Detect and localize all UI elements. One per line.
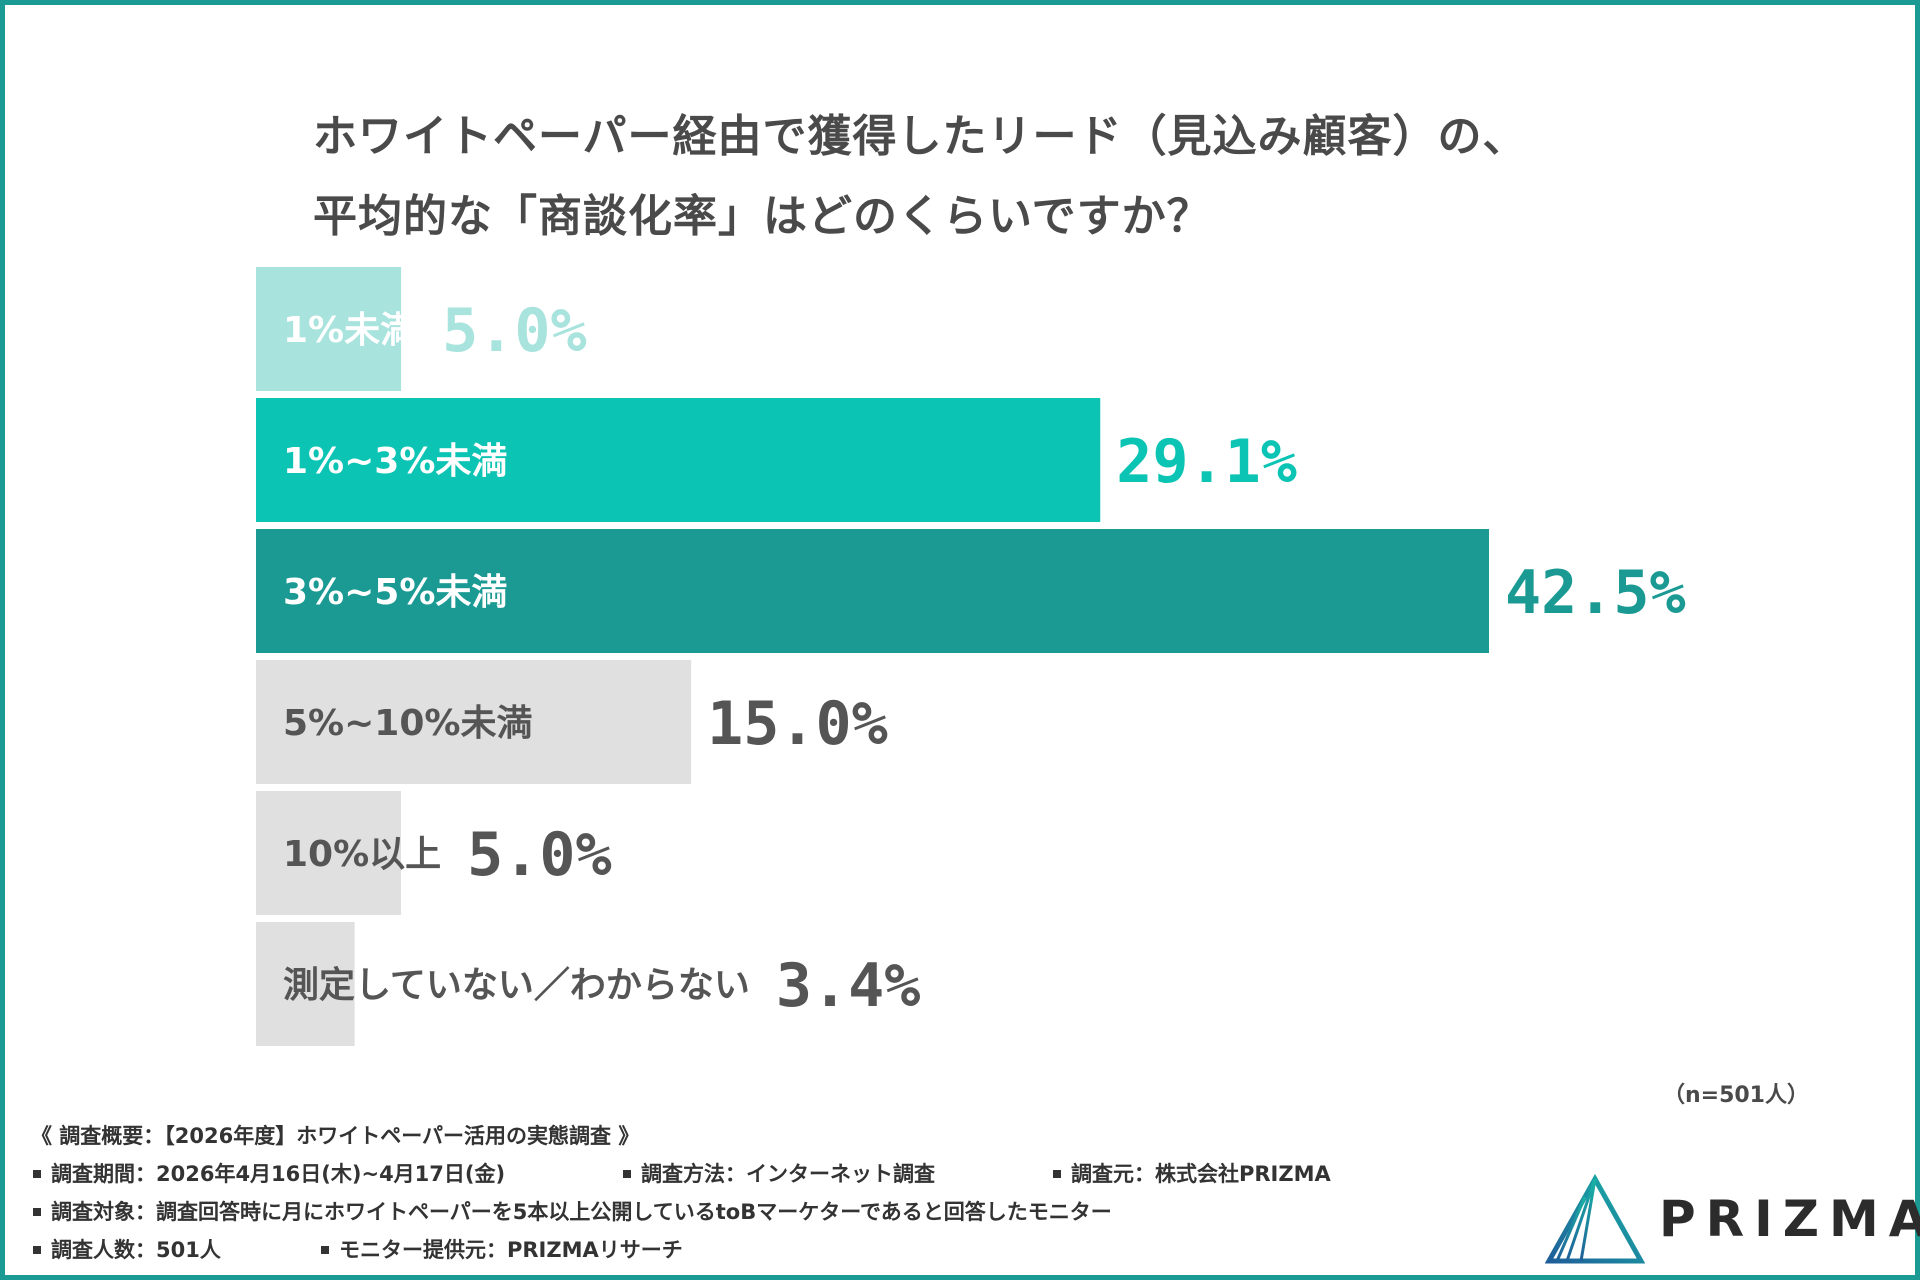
- notes-method: 調査方法：インターネット調査: [641, 1162, 935, 1186]
- bullet-icon: [33, 1169, 41, 1178]
- value-label-1: 5.0%: [442, 296, 587, 366]
- bullet-icon: [33, 1245, 41, 1254]
- survey-notes: 《 調査概要：【2026年度】ホワイトペーパー活用の実態調査 》 調査期間：20…: [31, 1117, 1331, 1269]
- category-label-5: 10%以上: [283, 834, 441, 875]
- category-label-2: 1%~3%未満: [283, 441, 507, 482]
- bullet-icon: [623, 1169, 631, 1178]
- title-line-1: ホワイトペーパー経由で獲得したリード（見込み顧客）の、: [313, 111, 1528, 162]
- bar-6: [256, 922, 355, 1046]
- bar-1: [256, 267, 402, 391]
- bullet-icon: [33, 1207, 41, 1216]
- value-label-5: 5.0%: [467, 820, 612, 890]
- notes-heading: 《 調査概要：【2026年度】ホワイトペーパー活用の実態調査 》: [31, 1124, 640, 1148]
- category-label-1: 1%未満: [283, 310, 416, 351]
- category-label-6: 測定していない／わからない: [283, 965, 750, 1006]
- value-label-4: 15.0%: [707, 689, 888, 759]
- category-label-4: 5%~10%未満: [283, 703, 532, 744]
- sample-size: （n=501人）: [1662, 1083, 1809, 1108]
- prizma-logo: PRIZMA: [1545, 1173, 1920, 1265]
- bullet-icon: [1053, 1169, 1061, 1178]
- chart-title: ホワイトペーパー経由で獲得したリード（見込み顧客）の、 平均的な「商談化率」はど…: [313, 97, 1528, 257]
- notes-target: 調査対象：調査回答時に月にホワイトペーパーを5本以上公開しているtoBマーケター…: [51, 1200, 1112, 1224]
- value-label-6: 3.4%: [776, 951, 921, 1021]
- value-label-3: 42.5%: [1505, 558, 1686, 628]
- notes-count: 調査人数：501人: [51, 1238, 221, 1262]
- title-line-2: 平均的な「商談化率」はどのくらいですか？: [313, 191, 1212, 242]
- bar-3: [256, 529, 1489, 653]
- bar-5: [256, 791, 402, 915]
- bar-chart: 1%未満 5.0% 1%~3%未満 29.1% 3%~5%未満 42.5% 5%~10%未満…: [256, 267, 1686, 1046]
- bar-2: [256, 398, 1101, 522]
- bullet-icon: [321, 1245, 329, 1254]
- notes-period: 調査期間：2026年4月16日(木)~4月17日(金): [51, 1162, 506, 1186]
- bar-4: [256, 660, 692, 784]
- logo-text: PRIZMA: [1659, 1190, 1920, 1248]
- value-label-2: 29.1%: [1116, 427, 1297, 497]
- category-label-3: 3%~5%未満: [283, 572, 507, 613]
- notes-source: 調査元：株式会社PRIZMA: [1071, 1162, 1331, 1186]
- notes-provider: モニター提供元：PRIZMAリサーチ: [339, 1238, 683, 1262]
- prizma-triangle-icon: [1545, 1173, 1645, 1264]
